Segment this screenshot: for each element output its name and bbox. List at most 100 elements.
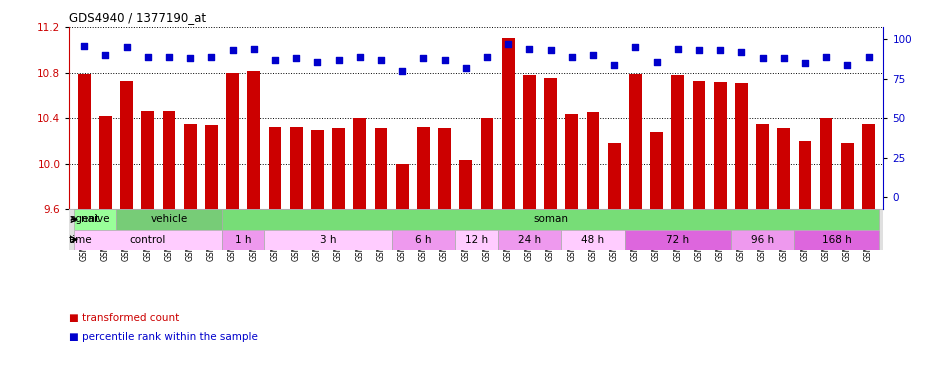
Point: [395, 68, 410, 74]
Text: naive: naive: [80, 215, 109, 225]
Text: 72 h: 72 h: [666, 235, 689, 245]
Bar: [142, 111, 154, 209]
Text: time: time: [69, 235, 92, 245]
Bar: [311, 129, 324, 209]
Bar: [99, 116, 112, 209]
Text: 6 h: 6 h: [415, 235, 432, 245]
Bar: [862, 124, 875, 209]
Bar: [624, 230, 731, 250]
Bar: [561, 230, 624, 250]
Bar: [268, 127, 281, 209]
Point: [162, 54, 177, 60]
Bar: [417, 127, 430, 209]
Bar: [222, 209, 879, 230]
Point: [183, 55, 198, 61]
Point: [416, 55, 431, 61]
Point: [607, 61, 622, 68]
Text: agent: agent: [69, 215, 99, 225]
Point: [628, 44, 643, 50]
Bar: [205, 125, 217, 209]
Text: 1 h: 1 h: [235, 235, 252, 245]
Bar: [777, 128, 790, 209]
Point: [331, 57, 346, 63]
Point: [225, 47, 240, 53]
Bar: [481, 118, 493, 209]
Point: [204, 54, 219, 60]
Bar: [672, 75, 684, 209]
Point: [289, 55, 303, 61]
Text: 96 h: 96 h: [751, 235, 774, 245]
Bar: [501, 38, 514, 209]
Point: [267, 57, 282, 63]
Text: control: control: [130, 235, 166, 245]
Point: [564, 54, 579, 60]
Point: [840, 61, 855, 68]
Bar: [498, 230, 561, 250]
Bar: [544, 78, 557, 209]
Bar: [332, 128, 345, 209]
Text: 24 h: 24 h: [518, 235, 541, 245]
Bar: [820, 118, 832, 209]
Bar: [222, 230, 265, 250]
Bar: [565, 114, 578, 209]
Point: [755, 55, 770, 61]
Point: [819, 54, 833, 60]
Text: 168 h: 168 h: [822, 235, 852, 245]
Point: [98, 52, 113, 58]
Point: [713, 47, 728, 53]
Text: 48 h: 48 h: [582, 235, 605, 245]
Bar: [650, 132, 663, 209]
Point: [438, 57, 452, 63]
Bar: [841, 143, 854, 209]
Point: [543, 47, 558, 53]
Bar: [735, 83, 747, 209]
Bar: [120, 81, 133, 209]
Bar: [375, 128, 388, 209]
Bar: [396, 164, 409, 209]
Bar: [353, 118, 366, 209]
Text: soman: soman: [533, 215, 568, 225]
Bar: [455, 230, 498, 250]
Bar: [247, 71, 260, 209]
Point: [352, 54, 367, 60]
Text: GDS4940 / 1377190_at: GDS4940 / 1377190_at: [69, 11, 206, 24]
Bar: [714, 82, 726, 209]
Bar: [290, 127, 302, 209]
Bar: [438, 128, 450, 209]
Point: [246, 46, 261, 52]
Point: [522, 46, 536, 52]
Text: ■ percentile rank within the sample: ■ percentile rank within the sample: [69, 332, 258, 342]
Bar: [74, 230, 222, 250]
Point: [77, 43, 92, 49]
Point: [459, 65, 474, 71]
Point: [119, 44, 134, 50]
Bar: [608, 143, 621, 209]
Point: [141, 54, 155, 60]
Point: [861, 54, 876, 60]
Bar: [693, 81, 705, 209]
Point: [479, 54, 494, 60]
Point: [500, 41, 515, 47]
Bar: [460, 161, 472, 209]
Bar: [163, 111, 176, 209]
Bar: [227, 73, 239, 209]
Point: [734, 49, 748, 55]
Point: [374, 57, 388, 63]
Point: [310, 58, 325, 65]
Bar: [798, 141, 811, 209]
Text: ■ transformed count: ■ transformed count: [69, 313, 179, 323]
Point: [797, 60, 812, 66]
Bar: [74, 209, 116, 230]
Point: [671, 46, 685, 52]
Point: [776, 55, 791, 61]
Point: [692, 47, 707, 53]
Point: [586, 52, 600, 58]
Bar: [629, 74, 642, 209]
Text: 3 h: 3 h: [320, 235, 337, 245]
Bar: [116, 209, 222, 230]
Bar: [184, 124, 196, 209]
Text: 12 h: 12 h: [465, 235, 488, 245]
Bar: [756, 124, 769, 209]
Bar: [265, 230, 391, 250]
Bar: [795, 230, 879, 250]
